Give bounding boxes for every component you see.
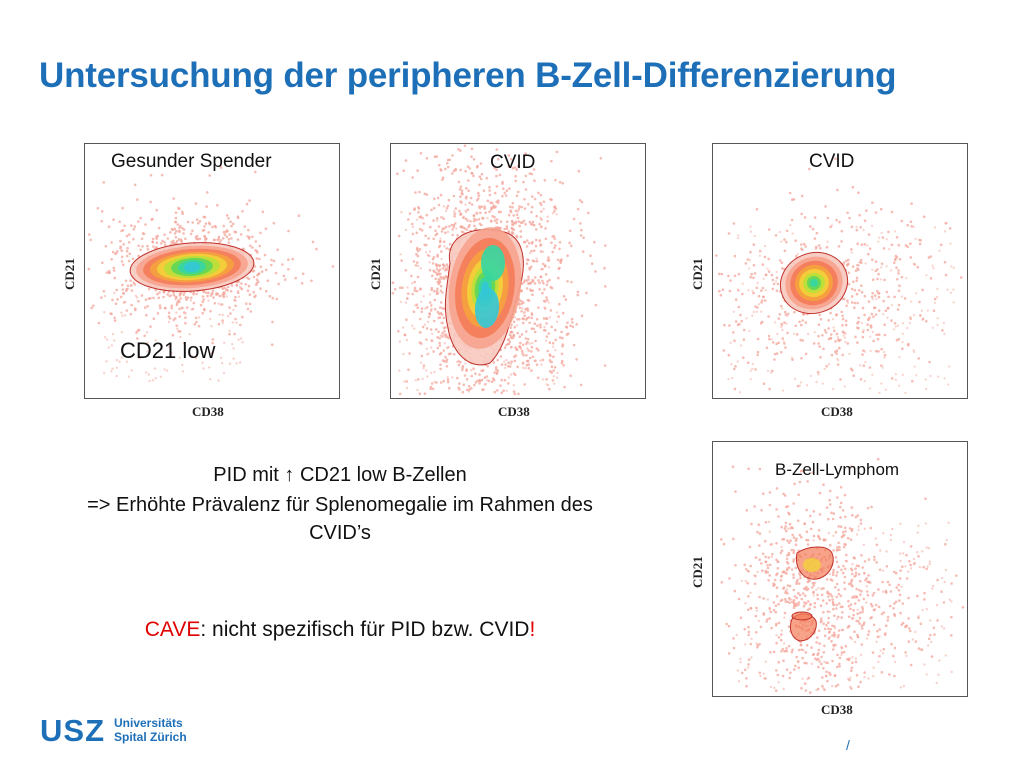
finding-line-2: => Erhöhte Prävalenz für Splenomegalie i… (87, 494, 593, 516)
logo-line-2: Spital Zürich (114, 730, 187, 744)
cave-note: CAVE: nicht spezifisch für PID bzw. CVID… (40, 618, 640, 642)
x-axis-label: CD38 (821, 702, 853, 717)
footer-mark: / (846, 737, 850, 753)
flow-scatter-cvid-2 (715, 157, 963, 395)
y-axis-label: CD21 (62, 258, 77, 290)
flow-plot-healthy-donor: Gesunder Spender (84, 143, 340, 399)
logo-mark: USZ (40, 713, 105, 748)
plot-title: Gesunder Spender (111, 151, 272, 172)
flow-scatter-cvid-1 (391, 144, 607, 396)
flow-plot-cvid-2: CVID (712, 143, 968, 399)
logo-text: Universitäts Spital Zürich (114, 716, 187, 744)
cd21-low-annotation: CD21 low (120, 338, 216, 363)
finding-text: PID mit ↑ CD21 low B-Zellen => Erhöhte P… (10, 461, 670, 547)
y-axis-label: CD21 (368, 258, 383, 290)
plot-title: B-Zell-Lymphom (775, 460, 900, 479)
page-title: Untersuchung der peripheren B-Zell-Diffe… (39, 56, 897, 95)
cave-exclamation: ! (529, 618, 536, 641)
y-axis-label: CD21 (690, 258, 705, 290)
x-axis-label: CD38 (192, 404, 224, 419)
finding-line-3: CVID’s (309, 522, 371, 544)
flow-scatter-healthy-donor (87, 166, 335, 383)
plot-title: CVID (490, 152, 536, 173)
x-axis-label: CD38 (498, 404, 530, 419)
cave-label: CAVE (144, 618, 201, 641)
flow-scatter-b-cell-lymphoma (720, 457, 965, 694)
y-axis-label: CD21 (690, 556, 705, 588)
x-axis-label: CD38 (821, 404, 853, 419)
flow-plot-b-cell-lymphoma: B-Zell-Lymphom (712, 441, 968, 697)
plot-title: CVID (809, 151, 855, 172)
flow-plot-cvid-1: CVID (390, 143, 646, 399)
finding-line-1: PID mit ↑ CD21 low B-Zellen (213, 464, 467, 486)
logo-line-1: Universitäts (114, 716, 183, 730)
cave-text: : nicht spezifisch für PID bzw. CVID (200, 618, 530, 641)
